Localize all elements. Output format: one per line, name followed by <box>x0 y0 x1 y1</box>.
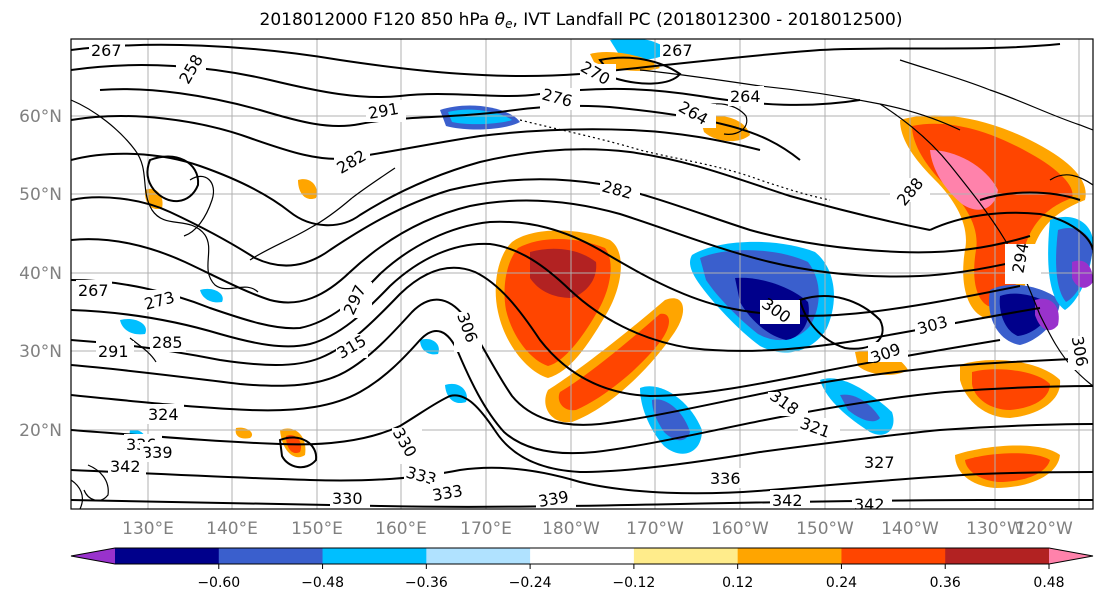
lon-label: 120°W <box>1015 519 1073 539</box>
theta-e-contours <box>71 43 1093 508</box>
contour-label: 285 <box>152 333 183 352</box>
colorbar-tick-label: −0.36 <box>405 575 448 591</box>
lon-label: 150°W <box>796 519 854 539</box>
ivt-anomaly-shading <box>120 39 1093 488</box>
lat-label: 40°N <box>19 264 62 284</box>
lat-label: 60°N <box>19 107 62 127</box>
lon-label: 170°W <box>626 519 684 539</box>
lon-label: 130°W <box>966 519 1024 539</box>
contour-label: 327 <box>864 453 895 472</box>
colorbar: −0.60 −0.48 −0.36 −0.24 −0.12 0.12 0.24 0.36 0.4… <box>70 547 1094 591</box>
contour-label: 267 <box>91 41 122 60</box>
colorbar-segment <box>322 548 427 564</box>
lon-label: 150°E <box>291 519 343 539</box>
colorbar-segment <box>841 548 946 564</box>
colorbar-tick-label: 0.12 <box>722 575 753 591</box>
plot-title: 2018012000 F120 850 hPa θe, IVT Landfall… <box>259 10 903 31</box>
map-frame <box>70 38 1094 510</box>
contour-label: 324 <box>148 405 179 424</box>
colorbar-segment <box>530 548 635 564</box>
lon-label: 140°W <box>881 519 939 539</box>
lon-label: 160°E <box>375 519 427 539</box>
colorbar-segment <box>426 548 531 564</box>
contour-label: 330 <box>332 489 363 508</box>
lat-label: 30°N <box>19 342 62 362</box>
contour-label: 339 <box>537 487 570 511</box>
colorbar-tick-label: 0.36 <box>930 575 961 591</box>
colorbar-outline <box>70 547 1094 565</box>
coastlines <box>71 59 1093 509</box>
colorbar-segment <box>633 548 739 564</box>
contour-label: 267 <box>78 281 109 300</box>
contour-label: 342 <box>110 457 141 476</box>
colorbar-tick-label: −0.48 <box>301 575 344 591</box>
colorbar-tick-label: 0.48 <box>1033 575 1064 591</box>
lon-label: 160°W <box>711 519 769 539</box>
colorbar-tick-label: −0.24 <box>509 575 552 591</box>
lon-label: 180°W <box>542 519 600 539</box>
contour-label: 342 <box>854 495 885 514</box>
colorbar-tick-label: −0.60 <box>197 575 240 591</box>
colorbar-segment <box>945 548 1050 564</box>
contour-label: 264 <box>730 87 761 106</box>
colorbar-segment <box>218 548 324 564</box>
contour-label: 291 <box>98 342 129 361</box>
lon-label: 130°E <box>122 519 174 539</box>
lon-label: 170°E <box>460 519 512 539</box>
lat-label: 50°N <box>19 185 62 205</box>
colorbar-tick-label: −0.12 <box>612 575 655 591</box>
contour-label: 267 <box>662 41 693 60</box>
contour-label: 339 <box>142 443 173 462</box>
lon-label: 140°E <box>206 519 258 539</box>
contour-label: 336 <box>710 469 741 488</box>
colorbar-extend-low <box>71 548 115 564</box>
colorbar-segment <box>115 548 220 564</box>
longitude-labels: 130°E 140°E 150°E 160°E 170°E 180°W 170°… <box>122 519 1073 539</box>
latitude-labels: 60°N 50°N 40°N 30°N 20°N <box>19 107 62 441</box>
contour-label: 342 <box>772 491 803 510</box>
colorbar-segment <box>737 548 842 564</box>
lat-label: 20°N <box>19 421 62 441</box>
colorbar-extend-high <box>1049 548 1093 564</box>
colorbar-tick-label: 0.24 <box>826 575 857 591</box>
